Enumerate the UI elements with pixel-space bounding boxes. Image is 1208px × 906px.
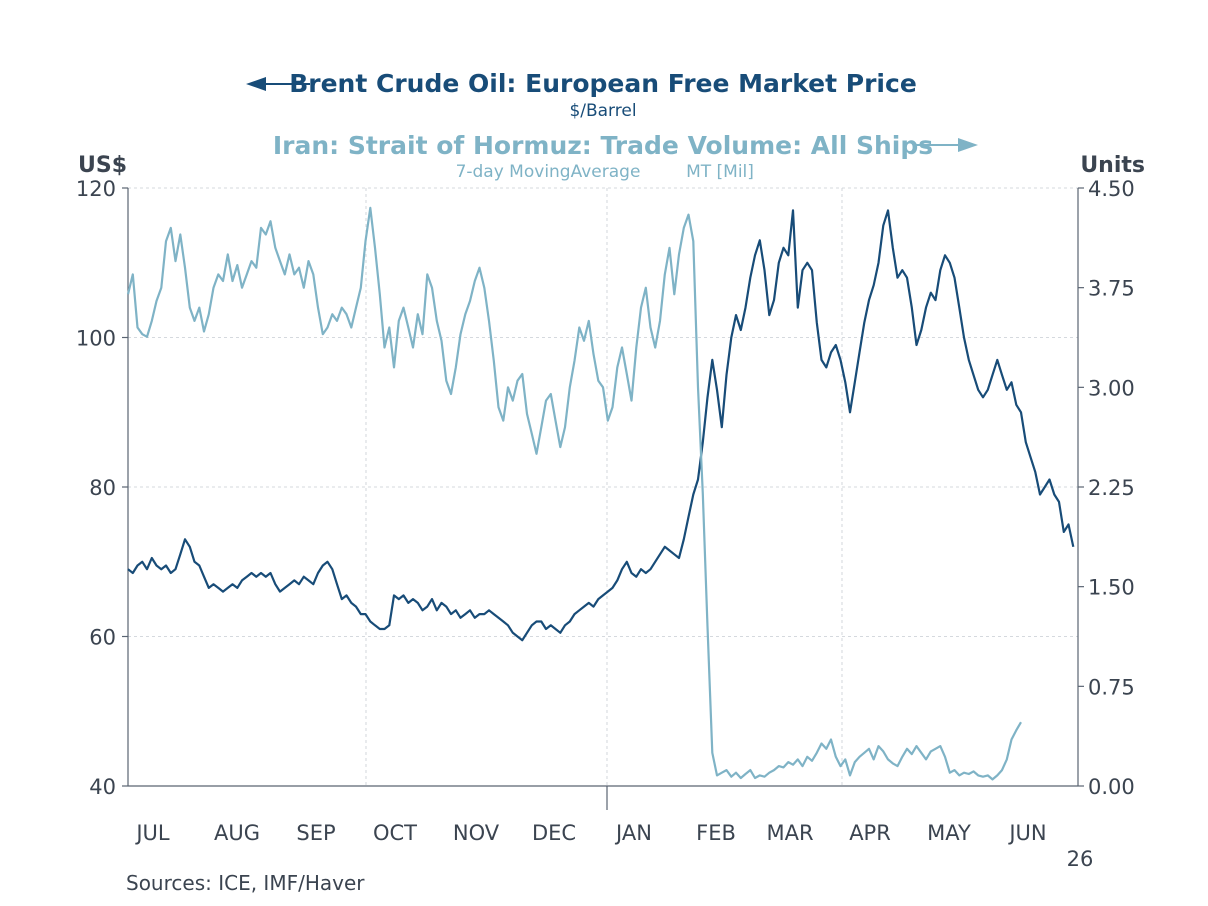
- y-left-tick-label: 80: [89, 476, 116, 500]
- y-right-tick-label: 3.75: [1088, 277, 1135, 301]
- title-secondary: Iran: Strait of Hormuz: Trade Volume: Al…: [273, 131, 933, 160]
- title-primary: Brent Crude Oil: European Free Market Pr…: [289, 69, 917, 98]
- x-tick-label: MAY: [927, 821, 971, 845]
- x-tick-label: AUG: [214, 821, 260, 845]
- legend-secondary: Iran: Strait of Hormuz: Trade Volume: Al…: [273, 131, 978, 182]
- year-label: 26: [1067, 847, 1094, 871]
- x-tick-label: APR: [849, 821, 891, 845]
- x-tick-label: JAN: [614, 821, 652, 845]
- subtitle-secondary-b: MT [Mil]: [686, 162, 754, 182]
- x-tick-label: SEP: [296, 821, 335, 845]
- arrow-left-icon: [246, 77, 266, 91]
- y-left-tick-label: 40: [89, 775, 116, 799]
- x-tick-label: DEC: [532, 821, 576, 845]
- source-note: Sources: ICE, IMF/Haver: [126, 871, 365, 895]
- y-left-tick-label: 60: [89, 626, 116, 650]
- series-line-hormuz: [126, 206, 1022, 781]
- legend-primary: Brent Crude Oil: European Free Market Pr…: [246, 69, 917, 121]
- right-axis-ticks: 4.50 3.75 3.00 2.25 1.50 0.75 0.00: [1078, 177, 1135, 799]
- x-tick-label: OCT: [373, 821, 417, 845]
- y-right-tick-label: 2.25: [1088, 476, 1135, 500]
- y-right-tick-label: 0.75: [1088, 675, 1135, 699]
- x-tick-label: JUL: [134, 821, 170, 845]
- left-axis-ticks: 120 100 80 60 40: [76, 177, 128, 799]
- y-left-tick-label: 120: [76, 177, 116, 201]
- y-axis-label-left: US$: [78, 153, 127, 178]
- x-tick-label: FEB: [696, 821, 736, 845]
- arrow-right-icon: [958, 138, 978, 152]
- y-right-tick-label: 3.00: [1088, 376, 1135, 400]
- x-tick-label: MAR: [766, 821, 813, 845]
- x-tick-label: JUN: [1007, 821, 1046, 845]
- y-right-tick-label: 1.50: [1088, 576, 1135, 600]
- x-axis-ticks: JUL AUG SEP OCT NOV DEC JAN FEB MAR APR MAY JUN: [134, 821, 1046, 845]
- series-group: [126, 206, 1075, 781]
- series-line-brent: [127, 209, 1075, 642]
- grid: [128, 187, 1078, 787]
- y-right-tick-label: 4.50: [1088, 177, 1135, 201]
- x-tick-label: NOV: [453, 821, 500, 845]
- y-axis-label-right: Units: [1080, 153, 1145, 178]
- subtitle-primary: $/Barrel: [569, 101, 636, 121]
- y-right-tick-label: 0.00: [1088, 775, 1135, 799]
- y-left-tick-label: 100: [76, 327, 116, 351]
- subtitle-secondary-a: 7-day MovingAverage: [456, 162, 641, 182]
